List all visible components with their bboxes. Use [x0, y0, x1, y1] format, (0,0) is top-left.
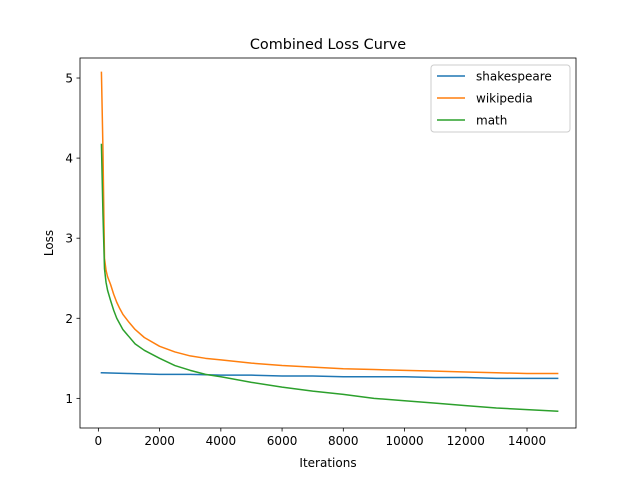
y-tick-label: 3 — [65, 232, 73, 246]
series-line-wikipedia — [100, 71, 559, 375]
x-tick-label: 0 — [95, 434, 103, 448]
legend-label-math: math — [476, 114, 507, 128]
series-layer — [100, 71, 559, 412]
legend-label-shakespeare: shakespeare — [476, 70, 552, 84]
plot-frame — [79, 57, 577, 429]
ticks-layer: 0 2000 4000 6000 8000 10000 12000 14000 1 2 3 4 5 — [65, 72, 546, 448]
x-tick-label: 4000 — [206, 434, 237, 448]
legend: shakespeare wikipedia math — [430, 64, 571, 133]
y-axis-label: Loss — [42, 230, 56, 256]
legend-box — [430, 64, 571, 133]
x-tick-label: 12000 — [447, 434, 485, 448]
x-axis-label: Iterations — [299, 456, 356, 470]
x-tick-label: 10000 — [385, 434, 423, 448]
x-tick-label: 2000 — [144, 434, 175, 448]
x-tick-label: 6000 — [267, 434, 298, 448]
x-tick-label: 14000 — [508, 434, 546, 448]
series-line-math — [100, 143, 559, 412]
y-tick-label: 5 — [65, 72, 73, 86]
y-tick-label: 2 — [65, 312, 73, 326]
y-tick-label: 4 — [65, 152, 73, 166]
legend-label-wikipedia: wikipedia — [476, 92, 533, 106]
y-tick-label: 1 — [65, 392, 73, 406]
series-line-shakespeare — [100, 371, 559, 380]
x-tick-label: 8000 — [328, 434, 359, 448]
chart-title: Combined Loss Curve — [250, 37, 406, 53]
